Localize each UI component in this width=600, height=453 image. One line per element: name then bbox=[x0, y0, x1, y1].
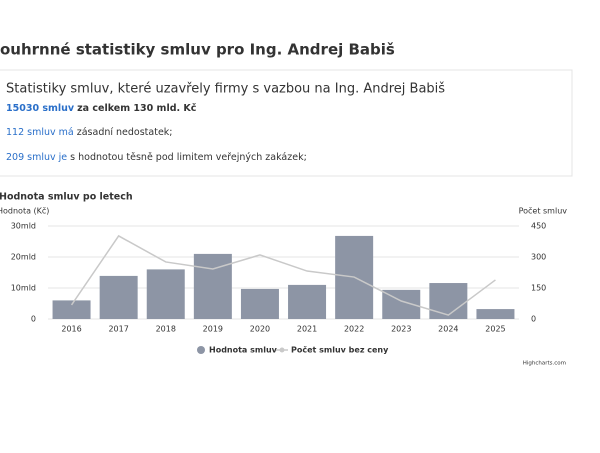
y-tick-label: 10mld bbox=[11, 284, 36, 293]
bar bbox=[476, 309, 515, 319]
highlight: 15030 smluv bbox=[6, 103, 75, 114]
bar bbox=[99, 275, 138, 319]
page-title: ouhrnné statistiky smluv pro Ing. Andrej… bbox=[0, 41, 395, 59]
line bbox=[70, 234, 496, 316]
x-tick-label: 2020 bbox=[250, 325, 270, 334]
credit[interactable]: Highcharts.com bbox=[523, 361, 566, 367]
legend-label[interactable]: Počet smluv bez ceny bbox=[291, 345, 389, 355]
x-tick-label: 2025 bbox=[485, 325, 505, 334]
summary-line: 15030 smluv za celkem 130 mld. Kč bbox=[6, 103, 197, 114]
y-tick-label: 20mld bbox=[11, 253, 36, 262]
highlight[interactable]: 209 smluv je bbox=[6, 152, 67, 163]
y-tick-label: 30mld bbox=[11, 222, 36, 231]
y2-tick-label: 450 bbox=[531, 222, 546, 231]
legend-symbol bbox=[197, 346, 205, 354]
summary-box bbox=[0, 69, 573, 177]
summary-line: 112 smluv má zásadní nedostatek; bbox=[6, 127, 173, 138]
legend-label[interactable]: Hodnota smluv bbox=[209, 346, 278, 355]
highlight[interactable]: 112 smluv má bbox=[6, 127, 74, 138]
bar bbox=[288, 284, 327, 319]
bar bbox=[429, 283, 468, 319]
legend-symbol bbox=[279, 347, 285, 353]
x-tick-label: 2016 bbox=[61, 325, 81, 334]
text: za celkem 130 mld. Kč bbox=[77, 103, 197, 114]
x-tick-label: 2021 bbox=[297, 325, 317, 334]
y2-tick-label: 150 bbox=[531, 284, 546, 293]
bar bbox=[193, 253, 232, 319]
y2-tick-label: 300 bbox=[531, 253, 546, 262]
y2-tick-label: 0 bbox=[531, 315, 536, 324]
y-axis-title: Hodnota (Kč) bbox=[0, 206, 49, 216]
x-tick-label: 2022 bbox=[344, 325, 364, 334]
x-tick-label: 2023 bbox=[391, 325, 411, 334]
x-tick-label: 2019 bbox=[203, 325, 223, 334]
text: s hodnotou těsně pod limitem veřejných z… bbox=[70, 152, 307, 163]
text: zásadní nedostatek; bbox=[77, 127, 173, 138]
y-tick-label: 0 bbox=[31, 315, 36, 324]
bar bbox=[240, 288, 279, 319]
summary-line: 209 smluv je s hodnotou těsně pod limitem… bbox=[6, 152, 307, 163]
summary-title: Statistiky smluv, které uzavřely firmy s… bbox=[6, 82, 445, 97]
bar bbox=[52, 300, 91, 319]
y2-axis-title: Počet smluv bbox=[519, 206, 568, 216]
bar bbox=[146, 269, 185, 319]
x-tick-label: 2024 bbox=[438, 325, 458, 334]
x-tick-label: 2018 bbox=[156, 325, 176, 334]
chart-title: Hodnota smluv po letech bbox=[0, 192, 133, 203]
x-tick-label: 2017 bbox=[108, 325, 128, 334]
